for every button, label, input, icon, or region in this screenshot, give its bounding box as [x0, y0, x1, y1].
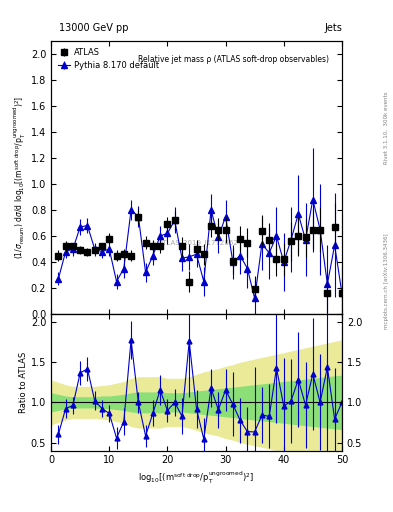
Y-axis label: $(1/\sigma_{\rm resum})$ d$\sigma$/d log$_{10}$[(m$^{\rm soft\ drop}$/p$_{\rm T}: $(1/\sigma_{\rm resum})$ d$\sigma$/d log…	[12, 96, 28, 259]
Text: Jets: Jets	[324, 23, 342, 33]
Y-axis label: Ratio to ATLAS: Ratio to ATLAS	[19, 352, 28, 413]
Text: ATLAS_2019_I1772062: ATLAS_2019_I1772062	[159, 239, 239, 246]
Text: Rivet 3.1.10,  300k events: Rivet 3.1.10, 300k events	[384, 92, 389, 164]
X-axis label: log$_{10}$[(m$^{\rm soft\ drop}$/p$_{\rm T}^{\rm ungroomed}$)$^2$]: log$_{10}$[(m$^{\rm soft\ drop}$/p$_{\rm…	[138, 470, 255, 486]
Text: mcplots.cern.ch [arXiv:1306.3436]: mcplots.cern.ch [arXiv:1306.3436]	[384, 234, 389, 329]
Text: 13000 GeV pp: 13000 GeV pp	[59, 23, 129, 33]
Legend: ATLAS, Pythia 8.170 default: ATLAS, Pythia 8.170 default	[55, 45, 161, 72]
Text: Relative jet mass ρ (ATLAS soft-drop observables): Relative jet mass ρ (ATLAS soft-drop obs…	[138, 55, 329, 63]
